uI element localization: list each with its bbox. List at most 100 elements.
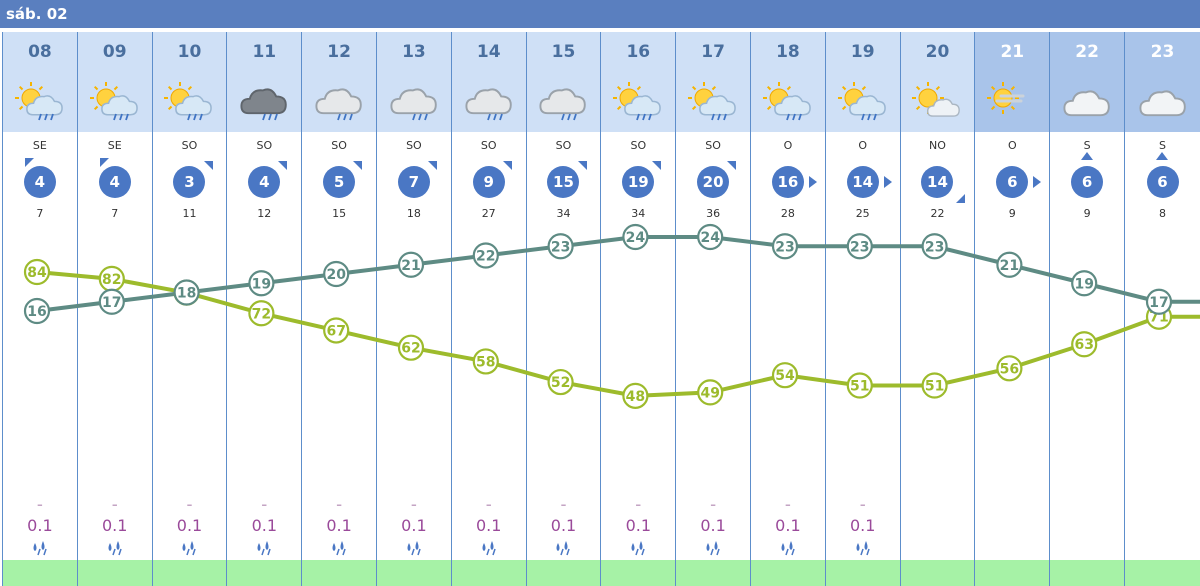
hour-label: 23 — [1150, 42, 1175, 62]
temperature-marker: 23 — [771, 233, 799, 260]
hour-label: 14 — [476, 42, 501, 62]
wind-speed-badge: 5 — [323, 166, 356, 198]
hour-label: 21 — [1000, 42, 1025, 62]
hour-header: 22 — [1050, 32, 1124, 132]
temperature-marker: 21 — [397, 251, 425, 278]
humidity-value: 84 — [27, 265, 47, 281]
sun-cloud-rain-icon — [609, 80, 667, 124]
date-header: sáb. 02 — [0, 0, 1200, 28]
wind-direction-label: SO — [480, 139, 497, 152]
hour-label: 17 — [701, 42, 725, 62]
hour-column: 21 O 6 9 — [974, 32, 1050, 586]
green-bar — [975, 560, 1050, 586]
hour-label: 22 — [1075, 42, 1099, 62]
precip-dash: – — [485, 498, 492, 511]
temperature-marker: 20 — [323, 260, 350, 288]
temperature-value: 19 — [252, 276, 271, 292]
wind-direction-arrow-icon — [99, 158, 109, 167]
rain-drops-icon — [105, 540, 125, 556]
temperature-marker: 19 — [248, 270, 275, 297]
temperature-value: 20 — [326, 267, 346, 283]
temperature-value: 19 — [1074, 276, 1093, 292]
wind-speed-badge: 14 — [846, 166, 879, 198]
humidity-value: 82 — [102, 272, 121, 288]
humidity-marker: 56 — [996, 355, 1023, 382]
wind-gust-label: 12 — [257, 207, 272, 220]
wind-direction-arrow-icon — [727, 161, 737, 170]
wind-gust-label: 22 — [930, 207, 945, 220]
wind-gust-label: 18 — [406, 207, 421, 220]
temperature-marker: 18 — [173, 279, 200, 306]
temperature-value: 23 — [925, 239, 944, 255]
temperature-value: 18 — [177, 286, 196, 302]
wind-direction-arrow-icon — [502, 161, 512, 170]
hour-label: 19 — [850, 42, 875, 62]
wind-direction-arrow-icon — [883, 176, 892, 188]
humidity-marker: 72 — [248, 300, 275, 327]
wind-direction-label: S — [1159, 139, 1166, 152]
green-bar — [676, 560, 750, 586]
wind-speed-badge: 9 — [472, 166, 505, 198]
precip-dash: – — [710, 498, 716, 511]
temperature-value: 23 — [775, 239, 794, 255]
hour-header: 14 — [451, 32, 526, 132]
hour-column: 14 SO 9 27 – 0.1 — [450, 32, 526, 586]
hour-label: 09 — [102, 42, 127, 62]
wind-direction-label: SO — [555, 139, 572, 152]
wind-speed-badge: 6 — [996, 166, 1029, 198]
green-bar — [451, 560, 526, 586]
rain-drops-icon — [30, 540, 50, 556]
humidity-marker: 48 — [622, 382, 649, 409]
humidity-value: 67 — [326, 323, 345, 339]
wind-direction-label: SO — [705, 139, 721, 152]
rain-drops-icon — [778, 540, 798, 556]
rain-drops-icon — [553, 540, 573, 556]
temperature-marker: 23 — [547, 233, 574, 260]
wind-direction-arrow-icon — [1033, 176, 1042, 188]
wind-speed-badge: 16 — [771, 166, 804, 198]
wind-direction-label: O — [858, 139, 868, 152]
temperature-value: 21 — [401, 258, 420, 274]
wind-direction-arrow-icon — [809, 176, 817, 188]
hour-label: 10 — [177, 42, 202, 62]
precip-amount: 0.1 — [625, 516, 652, 535]
hour-header: 11 — [227, 32, 302, 132]
hour-label: 15 — [551, 42, 576, 62]
wind-direction-label: SO — [331, 139, 347, 152]
wind-direction-arrow-icon — [955, 194, 965, 203]
wind-gust-label: 34 — [631, 207, 646, 220]
humidity-marker: 49 — [697, 379, 724, 406]
hour-column: 17 SO 20 36 – 0.1 — [675, 32, 750, 586]
temperature-value: 23 — [551, 239, 570, 255]
humidity-value: 62 — [401, 341, 420, 357]
temperature-marker: 23 — [921, 233, 948, 260]
wind-direction-arrow-icon — [203, 161, 213, 170]
precip-dash: – — [261, 498, 268, 511]
humidity-value: 54 — [775, 368, 795, 384]
wind-direction-label: SO — [630, 139, 647, 152]
green-bar — [302, 560, 376, 586]
wind-direction-label: O — [783, 139, 793, 152]
hour-header: 21 — [975, 32, 1050, 132]
temperature-marker: 24 — [622, 223, 649, 251]
rain-drops-icon — [628, 540, 648, 556]
precip-dash: – — [560, 498, 567, 511]
wind-direction-arrow-icon — [25, 158, 34, 167]
temperature-marker: 22 — [472, 242, 499, 269]
precip-amount: 0.1 — [27, 516, 53, 535]
humidity-value: 51 — [850, 379, 869, 395]
humidity-value: 48 — [626, 389, 645, 405]
precip-amount: 0.1 — [475, 516, 502, 535]
hour-column: 11 SO 4 12 – 0.1 — [226, 32, 302, 586]
cloud-rain-icon — [385, 80, 443, 124]
cloud-rain-icon — [310, 80, 368, 124]
precip-amount: 0.1 — [101, 516, 128, 535]
rain-drops-icon — [179, 540, 199, 556]
temperature-marker: 21 — [996, 251, 1023, 278]
humidity-value: 72 — [252, 306, 271, 322]
green-bar — [3, 560, 77, 586]
wind-speed-badge: 15 — [547, 166, 580, 198]
hour-label: 20 — [925, 42, 950, 62]
hour-label: 11 — [252, 42, 277, 62]
wind-gust-label: 36 — [706, 207, 721, 220]
